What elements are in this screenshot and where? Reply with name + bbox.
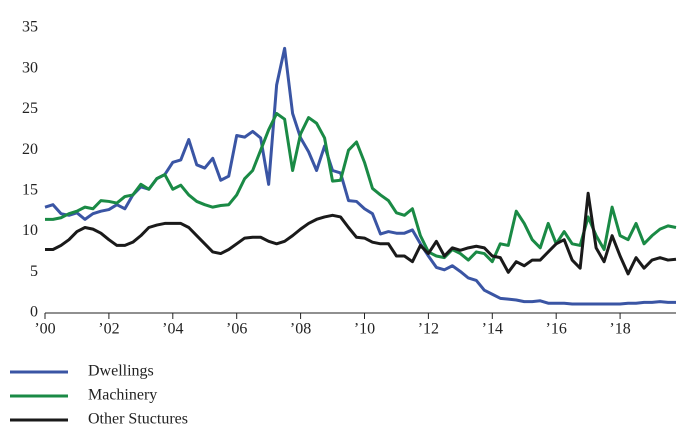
x-tick-label: ’18 bbox=[609, 321, 630, 338]
y-tick-label: 5 bbox=[30, 263, 38, 280]
y-tick-label: 30 bbox=[22, 59, 38, 76]
y-tick-label: 10 bbox=[22, 222, 38, 239]
y-tick-label: 0 bbox=[30, 304, 38, 321]
series-line bbox=[45, 191, 677, 276]
x-tick-label: ’06 bbox=[226, 321, 247, 338]
x-tick-label: ’12 bbox=[418, 321, 439, 338]
x-tick-label: ’00 bbox=[34, 321, 55, 338]
y-tick-label: 15 bbox=[22, 182, 38, 199]
series-line bbox=[45, 112, 677, 264]
y-tick-label: 20 bbox=[22, 141, 38, 158]
x-tick-label: ’02 bbox=[98, 321, 119, 338]
x-tick-label: ’08 bbox=[290, 321, 311, 338]
legend-label: Dwellings bbox=[88, 363, 154, 380]
x-tick-label: ’14 bbox=[482, 321, 503, 338]
legend-label: Machinery bbox=[88, 387, 157, 404]
y-tick-label: 35 bbox=[22, 19, 38, 36]
x-tick-label: ’10 bbox=[354, 321, 375, 338]
y-tick-label: 25 bbox=[22, 100, 38, 117]
legend-label: Other Stuctures bbox=[88, 411, 188, 428]
x-tick-label: ’04 bbox=[162, 321, 183, 338]
x-tick-label: ’16 bbox=[546, 321, 567, 338]
